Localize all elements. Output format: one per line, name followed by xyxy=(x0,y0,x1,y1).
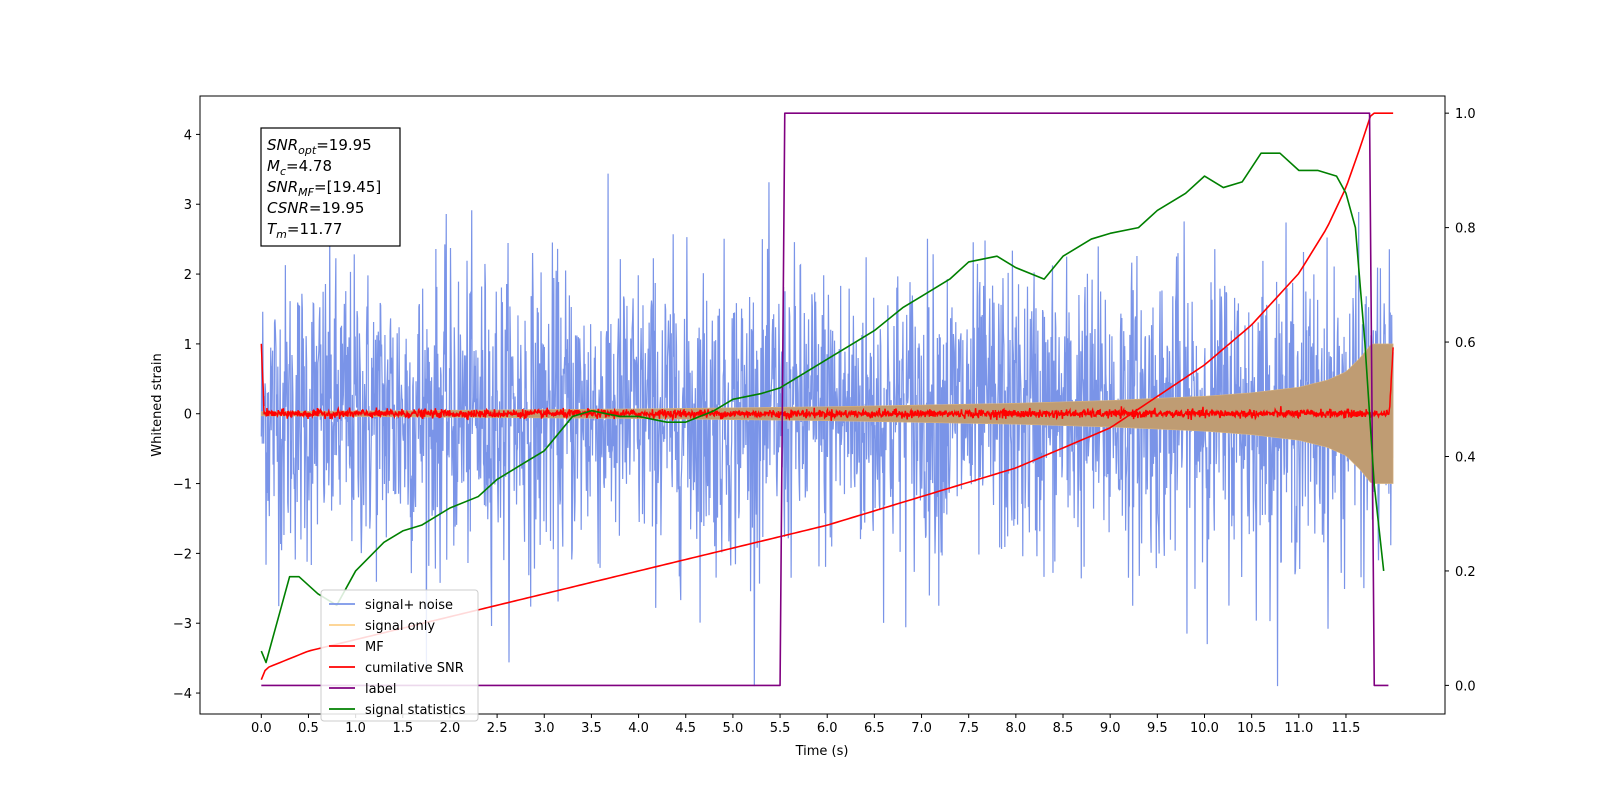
legend-entry-label: MF xyxy=(365,640,384,655)
y2-tick-label: 0.0 xyxy=(1455,679,1476,694)
y2-tick-label: 1.0 xyxy=(1455,107,1476,122)
x-axis-label: Time (s) xyxy=(795,744,849,759)
x-tick-label: 2.0 xyxy=(440,721,461,736)
x-tick-label: 8.5 xyxy=(1053,721,1074,736)
y-axis-right: 0.0 0.2 0.4 0.6 0.8 1.0 xyxy=(1445,107,1476,694)
x-tick-label: 1.5 xyxy=(392,721,413,736)
info-box-line: CSNR=19.95 xyxy=(267,199,364,217)
plot-frame xyxy=(199,95,1446,715)
legend-entry-label: cumilative SNR xyxy=(365,661,464,676)
series-line-label xyxy=(261,112,1389,687)
x-tick-label: 11.5 xyxy=(1331,721,1360,736)
series-line-mf xyxy=(260,343,1394,421)
y-tick-label: 3 xyxy=(184,198,192,213)
legend-entry-label: label xyxy=(365,682,396,697)
y-tick-label: −3 xyxy=(173,617,192,632)
x-tick-label: 3.5 xyxy=(581,721,602,736)
y-axis-label: Whitened strain xyxy=(150,353,165,456)
y2-tick-label: 0.6 xyxy=(1455,336,1476,351)
y-tick-label: 2 xyxy=(184,268,192,283)
x-tick-label: 9.5 xyxy=(1147,721,1168,736)
x-tick-label: 1.0 xyxy=(345,721,366,736)
info-box-line: Tm=11.77 xyxy=(267,220,342,241)
y-axis-left: −4 −3 −2 −1 0 1 2 3 4 xyxy=(173,128,200,702)
x-tick-label: 7.5 xyxy=(958,721,979,736)
y-tick-label: −4 xyxy=(173,687,192,702)
x-tick-label: 11.0 xyxy=(1284,721,1313,736)
x-tick-label: 2.5 xyxy=(487,721,508,736)
x-tick-label: 5.0 xyxy=(723,721,744,736)
x-tick-label: 3.0 xyxy=(534,721,555,736)
legend-entry-label: signal+ noise xyxy=(365,598,453,613)
x-tick-label: 0.5 xyxy=(298,721,319,736)
x-tick-label: 9.0 xyxy=(1100,721,1121,736)
y-tick-label: 0 xyxy=(184,408,192,423)
x-axis: 0.0 0.5 1.0 1.5 2.0 2.5 3.0 3.5 4.0 4.5 5.0 5.5 6.0 6… xyxy=(251,714,1360,736)
y2-tick-label: 0.2 xyxy=(1455,565,1476,580)
legend-frame xyxy=(320,589,479,722)
y-tick-label: −2 xyxy=(173,547,192,562)
y2-tick-label: 0.8 xyxy=(1455,222,1476,237)
x-tick-label: 6.0 xyxy=(817,721,838,736)
y-tick-label: 1 xyxy=(184,338,192,353)
x-tick-label: 8.0 xyxy=(1006,721,1027,736)
series-line-signal-statistics xyxy=(260,152,1385,664)
x-tick-label: 5.5 xyxy=(770,721,791,736)
info-box: SNRopt=19.95Mc=4.78SNRMF=[19.45]CSNR=19.… xyxy=(260,127,401,247)
x-tick-label: 4.0 xyxy=(628,721,649,736)
info-box-frame xyxy=(260,127,401,247)
legend-entry-label: signal statistics xyxy=(365,703,466,718)
legend-entry-label: signal only xyxy=(365,619,435,634)
x-tick-label: 6.5 xyxy=(864,721,885,736)
y-tick-label: −1 xyxy=(173,478,192,493)
x-tick-label: 10.5 xyxy=(1237,721,1266,736)
info-box-line: SNRopt=19.95 xyxy=(267,136,372,157)
x-tick-label: 0.0 xyxy=(251,721,272,736)
y2-tick-label: 0.4 xyxy=(1455,451,1476,466)
x-tick-label: 7.0 xyxy=(911,721,932,736)
info-box-line: Mc=4.78 xyxy=(267,157,332,178)
x-tick-label: 4.5 xyxy=(675,721,696,736)
y-tick-label: 4 xyxy=(184,128,192,143)
info-box-line: SNRMF=[19.45] xyxy=(267,178,381,199)
legend: signal+ noise signal only MF cumilative SNR… xyxy=(320,589,479,722)
x-tick-label: 10.0 xyxy=(1190,721,1219,736)
